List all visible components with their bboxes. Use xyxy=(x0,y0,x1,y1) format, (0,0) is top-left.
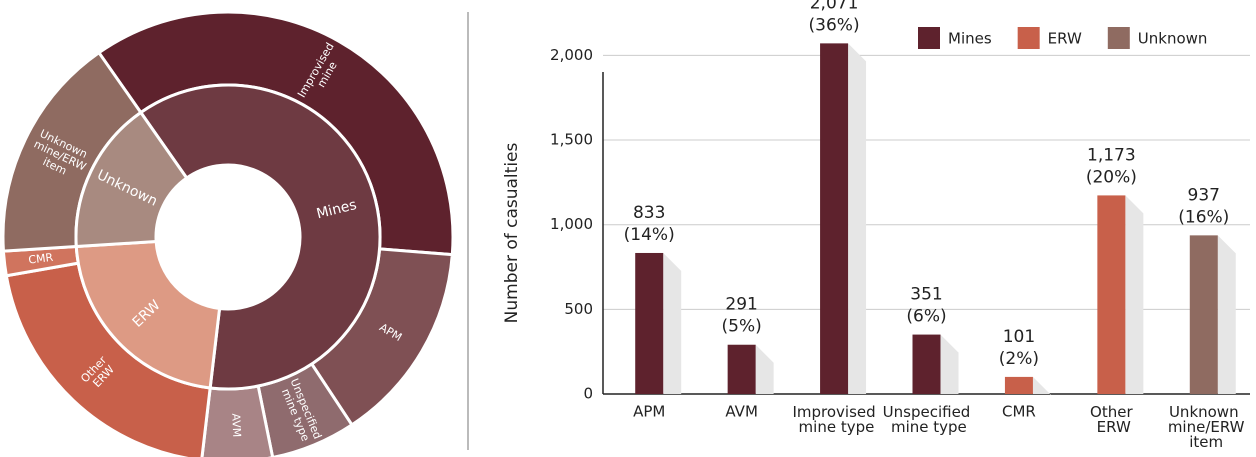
bar-shadow xyxy=(940,334,959,394)
y-tick-label: 0 xyxy=(583,385,593,403)
bar-shadow xyxy=(663,252,682,394)
bar-shadow xyxy=(1125,195,1144,394)
bar xyxy=(1189,235,1218,394)
legend-swatch xyxy=(918,27,940,49)
bar-shadow xyxy=(755,344,774,394)
x-tick-label: CMR xyxy=(1002,403,1036,421)
bar xyxy=(1097,195,1126,394)
legend-swatch xyxy=(1107,27,1130,49)
inner-segment xyxy=(138,83,382,391)
share-label: (14%) xyxy=(624,225,675,245)
inner-segment xyxy=(74,110,189,249)
x-tick-label: Unknown mine/ERW item xyxy=(1163,403,1245,451)
x-tick-label: APM xyxy=(633,403,665,421)
y-tick-label: 1,000 xyxy=(550,215,593,233)
bar-shadow xyxy=(1032,376,1051,395)
share-label: (20%) xyxy=(1086,167,1137,187)
value-label: 1,173 xyxy=(1087,145,1136,165)
y-tick-label: 2,000 xyxy=(550,46,593,64)
share-label: (16%) xyxy=(1178,207,1229,227)
share-label: (36%) xyxy=(809,15,860,35)
value-label: 2,071 xyxy=(810,0,859,13)
bar xyxy=(727,344,756,394)
legend-label: Mines xyxy=(948,30,992,48)
legend-swatch xyxy=(1017,27,1040,49)
outer-ring-label: CMR xyxy=(28,251,55,267)
outer-ring-label: AVM xyxy=(229,413,243,437)
share-label: (5%) xyxy=(722,317,762,337)
value-label: 833 xyxy=(633,203,665,223)
inner-segment xyxy=(74,239,222,390)
value-label: 101 xyxy=(1003,327,1035,347)
bar xyxy=(820,43,849,395)
share-label: (6%) xyxy=(906,307,946,327)
y-tick-label: 1,500 xyxy=(550,131,593,149)
value-label: 351 xyxy=(910,285,942,305)
bar-shadow xyxy=(1217,235,1236,394)
x-tick-label: Improvised mine type xyxy=(792,403,875,436)
value-label: 937 xyxy=(1188,185,1220,205)
x-tick-label: Other ERW xyxy=(1090,403,1133,436)
share-label: (2%) xyxy=(999,349,1039,369)
x-tick-label: Unspecified mine type xyxy=(883,403,971,436)
legend-label: Unknown xyxy=(1138,30,1208,48)
y-axis-label: Number of casualties xyxy=(502,142,522,323)
x-tick-label: AVM xyxy=(725,403,758,421)
bar xyxy=(912,334,941,394)
bar-shadow xyxy=(848,43,867,395)
value-label: 291 xyxy=(725,295,757,315)
bar xyxy=(1004,376,1033,394)
bar xyxy=(635,252,664,394)
legend-label: ERW xyxy=(1048,30,1082,48)
y-tick-label: 500 xyxy=(564,300,593,318)
